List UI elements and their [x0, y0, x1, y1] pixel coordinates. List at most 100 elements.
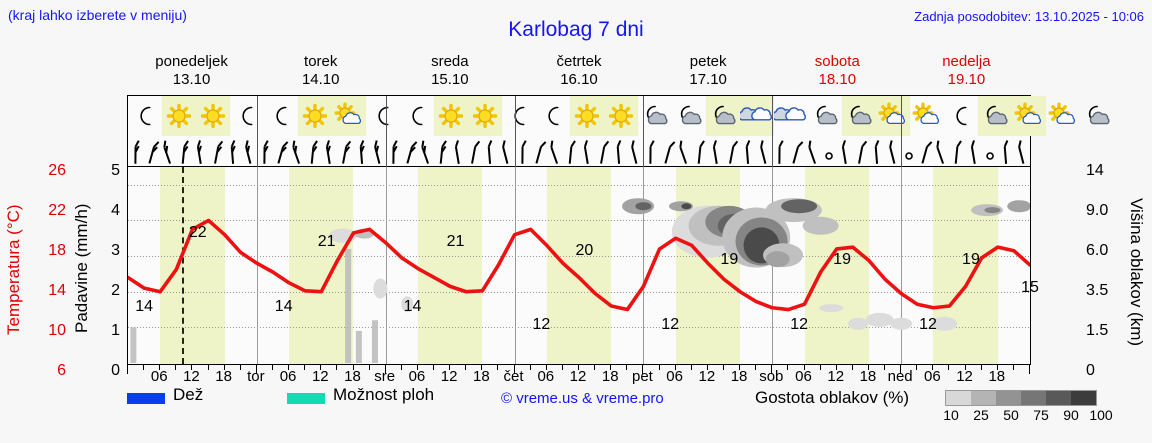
- cloud-density-scale-labels: 10 25 50 75 90 100: [933, 407, 1113, 423]
- x-axis-label: sob: [759, 368, 784, 385]
- wind-barb: [921, 141, 933, 164]
- wind-barb: [778, 140, 784, 164]
- day-gridline: [385, 167, 387, 364]
- horizontal-gridline: [128, 291, 1030, 293]
- x-tick: [755, 365, 757, 370]
- wind-barb: [936, 140, 945, 164]
- wind-barb: [729, 140, 739, 164]
- x-tick: [803, 365, 805, 370]
- x-tick: [449, 365, 451, 370]
- wind-barb: [163, 140, 172, 164]
- plot-background-bands: [128, 167, 1030, 364]
- x-axis-label: tor: [247, 368, 265, 385]
- day-header-četrtek: četrtek 16.10: [514, 53, 643, 93]
- precipitation-tick: 1: [111, 322, 120, 339]
- x-tick: [674, 365, 676, 370]
- forecast-plot: 14 22 14 21 14 21 12 20 12 19 12 19 12 19 15: [127, 167, 1039, 365]
- x-tick: [207, 365, 209, 370]
- wind-barb: [182, 140, 190, 164]
- daylight-band: [804, 167, 869, 364]
- x-tick: [320, 365, 322, 370]
- wind-barb: [310, 140, 319, 164]
- copyright-link[interactable]: © vreme.us & vreme.pro: [501, 390, 664, 407]
- cloud-density-step: [1021, 391, 1046, 405]
- x-tick: [996, 365, 998, 370]
- wind-barb: [342, 140, 352, 164]
- wind-barb-row: [128, 136, 1030, 168]
- moon-cloud-icon: [808, 96, 842, 136]
- day-date: 13.10: [172, 71, 211, 88]
- wind-barb: [583, 140, 589, 164]
- wind-barb: [889, 140, 896, 164]
- cloud-blob: [890, 317, 913, 330]
- precipitation-tick: 2: [111, 282, 120, 299]
- x-tick: [932, 365, 934, 370]
- cloud-density-gradient-bar: [945, 390, 1097, 406]
- temperature-tick: 22: [48, 202, 66, 219]
- wind-barb: [421, 140, 429, 164]
- temperature-extreme-label: 20: [575, 242, 594, 260]
- sun-cloud-icon: [910, 96, 944, 136]
- moon-cloud-icon: [842, 96, 876, 136]
- wind-barb: [213, 140, 223, 164]
- moon-icon: [264, 96, 298, 136]
- moon-cloud-icon: [978, 96, 1012, 136]
- x-axis-label: 12: [956, 368, 973, 385]
- temperature-extreme-label: 12: [532, 315, 551, 333]
- x-tick: [642, 365, 644, 374]
- x-tick: [835, 365, 837, 370]
- weather-icon-row: [128, 96, 1110, 136]
- cloud-blob: [1007, 200, 1030, 213]
- temperature-extreme-label: 14: [135, 297, 153, 315]
- moon-icon: [366, 96, 400, 136]
- wind-barb: [230, 140, 236, 164]
- temperature-extreme-label: 19: [962, 251, 980, 269]
- wind-barb: [985, 152, 994, 160]
- rain-legend-swatch: [127, 393, 165, 404]
- wind-barb: [326, 140, 332, 164]
- x-axis-label: 12: [698, 368, 716, 385]
- cloud-blob: [984, 207, 1001, 214]
- sun-cloud-icon: [1012, 96, 1046, 136]
- x-tick: [916, 365, 918, 370]
- moon-icon: [400, 96, 434, 136]
- x-tick: [610, 365, 612, 370]
- temperature-axis-ticks: 26 22 18 14 10 6: [30, 160, 66, 379]
- x-tick: [416, 365, 418, 370]
- x-tick: [722, 365, 724, 370]
- cloud-density-step: [971, 391, 996, 405]
- wind-barb: [697, 140, 705, 164]
- wind-barb: [277, 141, 289, 164]
- showers-legend-swatch: [287, 393, 325, 404]
- wind-barb: [568, 140, 576, 164]
- x-tick: [127, 365, 128, 374]
- x-tick: [884, 365, 886, 370]
- day-date: 14.10: [301, 71, 340, 88]
- horizontal-gridline: [128, 327, 1030, 329]
- x-tick: [594, 365, 596, 370]
- current-time-marker: [182, 167, 185, 364]
- x-axis-label: 18: [601, 368, 619, 385]
- precipitation-bar: [345, 248, 352, 363]
- sun-icon: [468, 96, 502, 136]
- moon-cloud-icon: [638, 96, 672, 136]
- cloud-height-axis-ticks: 14 9.0 6.0 3.5 1.5 0: [1086, 160, 1122, 379]
- day-date: 17.10: [689, 71, 727, 88]
- x-tick: [787, 365, 789, 370]
- x-axis-label: ned: [887, 368, 913, 385]
- day-date: 19.10: [947, 71, 986, 88]
- wind-barb: [600, 140, 610, 164]
- cloud-height-tick: 3.5: [1086, 282, 1109, 299]
- sun-cloud-icon: [876, 96, 910, 136]
- x-tick: [304, 365, 306, 370]
- x-axis-label: 18: [988, 368, 1006, 385]
- day-name: sreda: [431, 53, 469, 70]
- x-tick: [658, 365, 660, 370]
- cloud-blob: [865, 312, 894, 327]
- sun-icon: [298, 96, 332, 136]
- x-tick: [465, 365, 467, 370]
- x-tick: [819, 365, 821, 370]
- precipitation-axis-title: Padavine (mm/h): [72, 203, 91, 333]
- menu-note: (kraj lahko izberete v meniju): [8, 7, 187, 23]
- wind-barb: [359, 140, 365, 164]
